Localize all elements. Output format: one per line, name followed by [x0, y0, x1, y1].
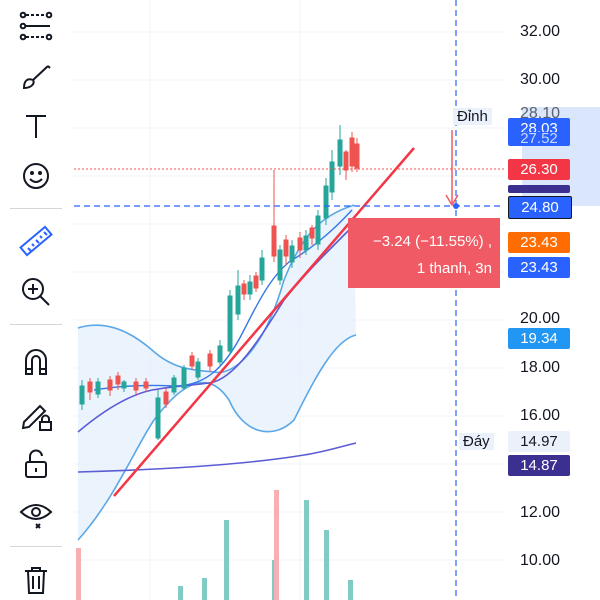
bottom-label: Đáy [459, 433, 494, 450]
zoom-in-tool-icon[interactable] [12, 272, 60, 312]
magnet-tool-icon[interactable] [12, 342, 60, 382]
bottom-price-tag: 14.87 [508, 455, 570, 476]
lock-drawing-tool-icon[interactable] [12, 394, 60, 434]
secondary-price-tag: 27.52 [508, 131, 570, 146]
trend-line[interactable] [113, 147, 415, 497]
drawing-toolbar [0, 0, 74, 600]
price-axis-label: 20.00 [519, 310, 560, 327]
unlock-tool-icon[interactable] [12, 444, 60, 484]
price-axis-label: 18.00 [519, 359, 560, 376]
orange-level-tag: 23.43 [508, 232, 570, 253]
price-axis-label: 32.00 [519, 23, 560, 40]
price-axis-label: 30.00 [519, 71, 560, 88]
hidden-price-tag: 24.92 [508, 185, 570, 193]
band-lower-tag: 19.34 [508, 328, 570, 349]
bottom-value: 14.97 [508, 431, 570, 452]
blue-level-tag: 23.43 [508, 257, 570, 278]
bollinger-lower [77, 334, 357, 541]
last-price-tag: 26.30 [508, 159, 570, 180]
brush-tool-icon[interactable] [12, 56, 60, 96]
emoji-tool-icon[interactable] [12, 156, 60, 196]
price-axis-label: 12.00 [519, 504, 560, 521]
price-axis-label: 16.00 [519, 407, 560, 424]
eye-hide-tool-icon[interactable] [12, 494, 60, 534]
cursor-price-tag: 24.80 [508, 196, 572, 219]
trash-tool-icon[interactable] [12, 560, 60, 600]
peak-label: Đỉnh [453, 108, 492, 125]
text-tool-icon[interactable] [12, 106, 60, 146]
price-axis-label: 28.10 [519, 105, 560, 122]
volume-bars [76, 490, 353, 600]
ruler-tool-icon[interactable] [12, 222, 60, 262]
trend-line-tool-icon[interactable] [12, 6, 60, 46]
measure-change: −3.24 (−11.55%) , [373, 233, 492, 250]
long-moving-average [77, 442, 357, 473]
price-axis-label: 10.00 [519, 552, 560, 569]
measure-bars: 1 thanh, 3n [416, 260, 492, 277]
candlesticks [79, 125, 360, 440]
measure-tooltip: −3.24 (−11.55%) , 1 thanh, 3n [348, 218, 500, 288]
